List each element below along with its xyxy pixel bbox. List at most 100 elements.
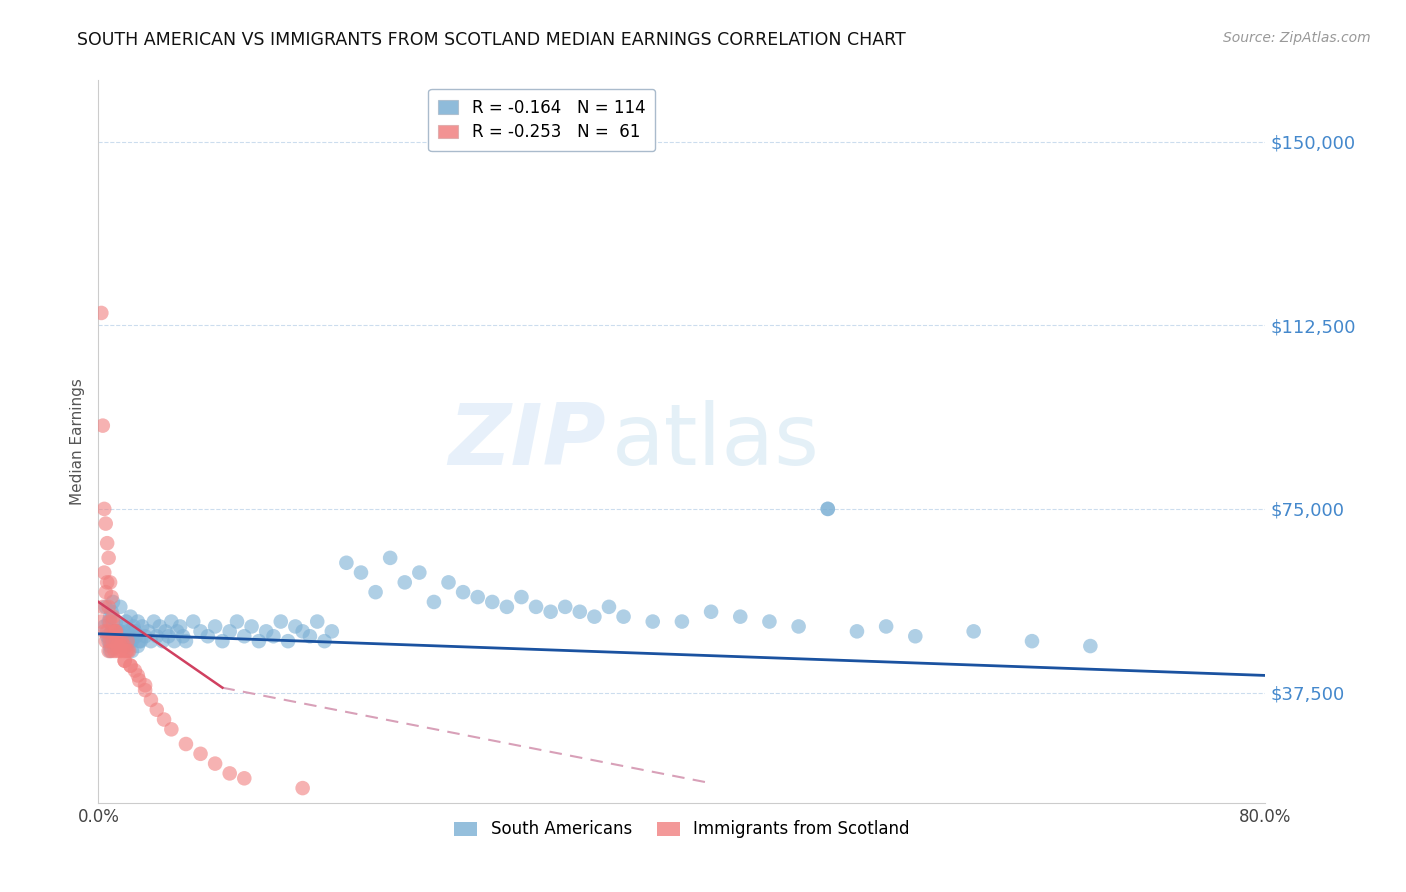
Point [262, 629, 284, 643]
Point [204, 619, 226, 633]
Point [115, 644, 138, 658]
Point [90, 615, 112, 629]
Point [612, 609, 634, 624]
Point [100, 624, 122, 639]
Point [291, 781, 314, 796]
Point [380, 550, 402, 565]
Point [149, 619, 172, 633]
Point [103, 644, 125, 658]
Point [94, 585, 117, 599]
Point [104, 639, 127, 653]
Point [110, 624, 132, 639]
Point [104, 624, 127, 639]
Point [117, 634, 139, 648]
Point [641, 615, 664, 629]
Point [247, 634, 270, 648]
Point [169, 619, 191, 633]
Point [700, 605, 723, 619]
Point [115, 615, 138, 629]
Point [122, 619, 145, 633]
Point [117, 624, 139, 639]
Point [134, 629, 156, 643]
Point [96, 629, 118, 643]
Point [114, 654, 136, 668]
Point [98, 639, 121, 653]
Point [103, 629, 125, 643]
Point [423, 595, 446, 609]
Text: ZIP: ZIP [449, 400, 606, 483]
Point [181, 615, 204, 629]
Point [125, 629, 148, 643]
Point [94, 599, 117, 614]
Point [97, 644, 120, 658]
Point [108, 634, 131, 648]
Point [117, 644, 139, 658]
Point [321, 624, 343, 639]
Point [190, 747, 212, 761]
Point [467, 590, 489, 604]
Point [104, 629, 127, 643]
Point [105, 634, 128, 648]
Point [197, 629, 219, 643]
Point [97, 550, 120, 565]
Point [93, 502, 115, 516]
Point [139, 634, 162, 648]
Point [127, 668, 149, 682]
Point [93, 624, 115, 639]
Point [524, 599, 547, 614]
Point [671, 615, 693, 629]
Point [146, 629, 169, 643]
Point [298, 629, 321, 643]
Point [904, 629, 927, 643]
Point [120, 658, 142, 673]
Point [139, 693, 162, 707]
Point [254, 624, 277, 639]
Point [110, 639, 132, 653]
Point [218, 766, 240, 780]
Point [112, 619, 135, 633]
Point [103, 624, 125, 639]
Point [136, 624, 159, 639]
Text: atlas: atlas [612, 400, 820, 483]
Point [284, 619, 307, 633]
Point [496, 599, 519, 614]
Point [108, 624, 131, 639]
Point [174, 737, 197, 751]
Point [218, 624, 240, 639]
Point [277, 634, 299, 648]
Point [437, 575, 460, 590]
Point [105, 634, 128, 648]
Point [153, 713, 176, 727]
Point [93, 619, 115, 633]
Point [100, 605, 122, 619]
Point [846, 624, 869, 639]
Point [94, 516, 117, 531]
Point [114, 639, 136, 653]
Point [101, 609, 124, 624]
Point [114, 654, 136, 668]
Point [481, 595, 503, 609]
Y-axis label: Median Earnings: Median Earnings [69, 378, 84, 505]
Point [118, 644, 141, 658]
Point [160, 723, 183, 737]
Point [128, 673, 150, 688]
Text: Source: ZipAtlas.com: Source: ZipAtlas.com [1223, 31, 1371, 45]
Point [104, 615, 127, 629]
Point [105, 644, 128, 658]
Point [110, 599, 132, 614]
Point [568, 605, 591, 619]
Point [758, 615, 780, 629]
Point [554, 599, 576, 614]
Point [98, 609, 121, 624]
Point [817, 502, 839, 516]
Point [100, 590, 122, 604]
Point [240, 619, 263, 633]
Point [121, 634, 143, 648]
Point [101, 634, 124, 648]
Point [100, 634, 122, 648]
Point [96, 624, 118, 639]
Point [335, 556, 357, 570]
Point [204, 756, 226, 771]
Point [510, 590, 533, 604]
Point [124, 664, 146, 678]
